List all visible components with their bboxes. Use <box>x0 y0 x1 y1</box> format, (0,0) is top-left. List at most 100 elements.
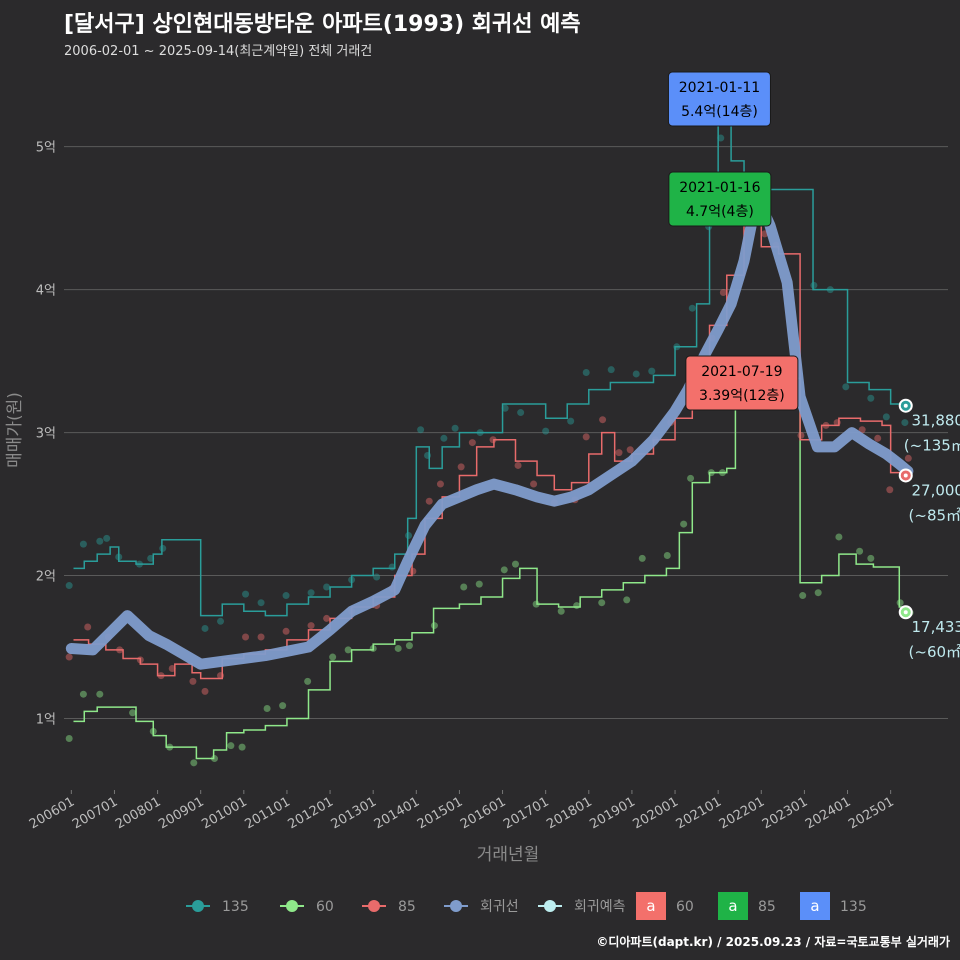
data-point-60 <box>405 642 413 650</box>
data-point-135 <box>323 583 331 591</box>
data-point-135 <box>282 592 290 600</box>
x-tick-label: 201101 <box>242 794 292 832</box>
chart-subtitle: 2006-02-01 ~ 2025-09-14(최근계약일) 전체 거래건 <box>64 44 373 59</box>
data-point-85 <box>599 416 607 424</box>
legend-label: 60 <box>316 899 334 915</box>
data-point-85 <box>189 677 197 685</box>
data-point-135 <box>451 424 459 432</box>
annotation-box <box>667 71 771 127</box>
x-tick-label: 201401 <box>372 794 422 832</box>
data-point-85 <box>436 480 444 488</box>
data-point-60 <box>799 592 807 600</box>
data-point-135 <box>567 417 575 425</box>
data-point-85 <box>468 439 476 447</box>
data-point-135 <box>517 409 525 417</box>
y-tick-label: 1억 <box>36 713 56 728</box>
data-point-135 <box>79 540 87 548</box>
legend-label: 회귀선 <box>480 899 519 915</box>
legend-box-glyph: a <box>810 897 819 915</box>
data-point-135 <box>607 366 615 374</box>
legend-box-label: 85 <box>758 899 776 915</box>
annotation-85: 2021-01-16 4.7억(4층) <box>668 171 772 227</box>
data-point-85 <box>530 480 538 488</box>
end-marker-dot <box>903 610 908 615</box>
data-point-60 <box>896 599 904 607</box>
x-tick-label: 202301 <box>760 794 810 832</box>
data-point-85 <box>886 486 894 494</box>
legend-box-label: 135 <box>840 899 867 915</box>
data-point-85 <box>409 567 417 575</box>
end-label-area: (~135㎡) <box>904 437 960 455</box>
data-point-135 <box>103 534 111 542</box>
end-label-value: 17,433 <box>911 618 960 636</box>
data-point-60 <box>344 646 352 654</box>
data-point-60 <box>394 644 402 652</box>
data-point-60 <box>227 742 235 750</box>
y-tick-labels: 1억 2억 3억 4억 5억 <box>36 141 56 728</box>
data-point-85 <box>168 664 176 672</box>
x-tick-labels: 2006012007012008012009012010012011012012… <box>27 790 897 832</box>
data-point-85 <box>904 454 912 462</box>
annotation-boxes: 2021-01-115.4억(14층)2021-01-164.7억(4층)202… <box>667 71 799 411</box>
source-caption: ©디아파트(dapt.kr) / 2025.09.23 / 자료=국토교통부 실… <box>596 935 950 949</box>
end-marker-dot <box>903 403 908 408</box>
data-point-60 <box>500 566 508 574</box>
data-point-60 <box>238 743 246 751</box>
legend-symbol <box>544 900 556 912</box>
x-tick-label: 200701 <box>70 794 120 832</box>
data-point-60 <box>65 735 73 743</box>
x-tick-label: 201701 <box>501 794 551 832</box>
data-point-85 <box>874 434 882 442</box>
data-point-85 <box>282 627 290 635</box>
y-tick-label: 3억 <box>36 427 56 442</box>
x-tick-label: 201201 <box>286 794 336 832</box>
annotation-box <box>685 355 799 411</box>
data-point-135 <box>542 427 550 435</box>
end-label-value: 27,000 <box>911 481 960 499</box>
data-point-60 <box>190 759 198 767</box>
legend-symbol <box>192 900 204 912</box>
data-point-85 <box>615 449 623 457</box>
data-point-85 <box>457 463 465 471</box>
data-point-60 <box>329 653 337 661</box>
data-point-60 <box>680 520 688 528</box>
end-point-markers: 31,880 (~135㎡) 27,000 (~85㎡) 17,433 (~60㎡) <box>898 398 960 661</box>
data-point-135 <box>417 426 425 434</box>
data-point-135 <box>147 554 155 562</box>
legend-symbol <box>368 900 380 912</box>
annotation-value: 5.4억(14층) <box>681 104 758 120</box>
legend-box <box>800 892 830 920</box>
data-point-85 <box>425 497 433 505</box>
legend-box <box>636 892 666 920</box>
data-point-60 <box>79 690 87 698</box>
legend: 135 60 85 회귀선 회귀예측 a 60 a 85 a 135 <box>186 892 867 920</box>
annotation-date: 2021-07-19 <box>701 364 782 380</box>
annotation-date: 2021-01-16 <box>679 180 760 196</box>
data-point-60 <box>210 755 218 763</box>
data-point-60 <box>279 702 287 710</box>
data-point-85 <box>719 288 727 296</box>
data-point-85 <box>323 614 331 622</box>
series-line-60 <box>73 377 907 760</box>
x-tick-label: 200601 <box>27 794 77 832</box>
data-point-85 <box>65 653 73 661</box>
annotation-box <box>668 171 772 227</box>
end-label-area: (~60㎡) <box>909 643 960 661</box>
data-point-135 <box>242 590 250 598</box>
legend-box <box>718 892 748 920</box>
data-point-85 <box>582 433 590 441</box>
data-point-135 <box>307 589 315 597</box>
data-point-60 <box>814 589 822 597</box>
data-point-60 <box>598 599 606 607</box>
series-lines <box>65 124 914 760</box>
legend-box-glyph: a <box>646 897 655 915</box>
data-point-85 <box>242 633 250 641</box>
data-point-60 <box>835 533 843 541</box>
data-point-60 <box>687 474 695 482</box>
data-point-85 <box>514 461 522 469</box>
data-point-135 <box>96 537 104 545</box>
annotation-value: 4.7억(4층) <box>686 204 754 220</box>
scatter-points <box>65 134 914 767</box>
data-point-85 <box>858 426 866 434</box>
x-tick-label: 202201 <box>717 794 767 832</box>
